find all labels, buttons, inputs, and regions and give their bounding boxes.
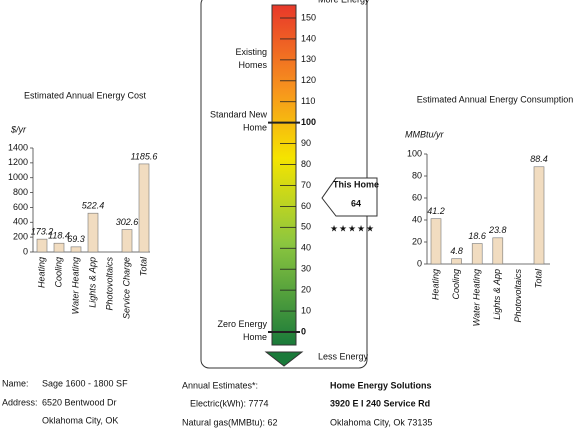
scale-tick-label: 100 — [301, 117, 316, 127]
bar — [471, 243, 483, 265]
data-label: 1185.6 — [131, 151, 158, 161]
estimates-title: Annual Estimates*: — [182, 380, 258, 390]
y-tick-label: 0 — [23, 246, 28, 256]
this-home-callout — [321, 177, 378, 217]
x-tick-label: Photovoltaics — [104, 257, 114, 311]
bar — [430, 218, 442, 265]
y-tick-label: 600 — [13, 202, 28, 212]
name: Sage 1600 - 1800 SF — [42, 378, 128, 388]
this-home-value: 64 — [351, 198, 361, 208]
bar — [121, 229, 133, 253]
rater: Home Energy Solutions — [330, 380, 432, 390]
x-tick-label: Total — [533, 268, 543, 288]
x-tick-label: Water Heating — [472, 269, 482, 326]
x-tick-label: Photovoltaics — [513, 269, 523, 323]
scale-tick-label: 70 — [301, 180, 311, 190]
data-label: 173.2 — [31, 227, 54, 237]
scale-tick-label: 80 — [301, 159, 311, 169]
scale-tick-label: 110 — [301, 96, 315, 106]
data-label: 69.3 — [67, 234, 85, 244]
gas: Natural gas(MMBtu): 62 — [182, 417, 278, 427]
electric: Electric(kWh): 7774 — [190, 398, 269, 408]
y-axis-label: $/yr — [10, 124, 27, 134]
address: 6520 Bentwood Dr — [42, 397, 117, 407]
data-label: 4.8 — [450, 246, 463, 256]
star: ★ — [339, 223, 347, 233]
scale-tick-label: 30 — [301, 264, 311, 274]
y-tick-label: 200 — [13, 232, 28, 242]
y-tick-label: 800 — [13, 187, 28, 197]
bar — [138, 163, 150, 253]
this-home-label: This Home — [333, 179, 379, 189]
info: Name: Sage 1600 - 1800 SF Address: 6520 … — [2, 378, 432, 427]
data-label: 522.4 — [82, 201, 105, 211]
y-tick-label: 0 — [417, 258, 422, 268]
scale-marker-label: Standard New Home — [210, 110, 268, 133]
rater-address: Oklahoma City, Ok 73135 — [330, 417, 432, 427]
chart-title: Estimated Annual Energy Cost — [24, 90, 147, 100]
bar — [53, 242, 65, 253]
scale-tick-label: 120 — [301, 75, 316, 85]
y-tick-label: 20 — [412, 236, 422, 246]
address: Oklahoma City, OK — [42, 415, 118, 425]
y-tick-label: 1400 — [8, 142, 28, 152]
data-label: 118.4 — [48, 231, 70, 241]
down-arrow — [264, 351, 304, 367]
scale-tick-label: 40 — [301, 243, 311, 253]
bottom-label: Less Energy — [318, 351, 369, 361]
scale-tick-label: 10 — [301, 305, 311, 315]
star: ★ — [366, 223, 374, 233]
y-tick-label: 1000 — [8, 172, 28, 182]
data-label: 41.2 — [427, 206, 445, 216]
x-tick-label: Cooling — [451, 269, 461, 300]
y-tick-label: 1200 — [8, 157, 28, 167]
x-tick-label: Lights & App — [87, 257, 97, 308]
bar — [70, 246, 82, 253]
y-tick-label: 100 — [407, 148, 422, 158]
star: ★ — [357, 223, 365, 233]
x-tick-label: Lights & App — [492, 269, 502, 320]
x-tick-label: Total — [138, 256, 148, 276]
bar — [451, 258, 462, 265]
x-tick-label: Heating — [430, 269, 440, 300]
scale-tick-label: 0 — [301, 326, 306, 336]
data-label: 23.8 — [488, 225, 507, 235]
rater-address: 3920 E I 240 Service Rd — [330, 398, 430, 408]
bar — [533, 166, 545, 265]
scale-tick-label: 90 — [301, 138, 311, 148]
y-tick-label: 80 — [412, 170, 422, 180]
data-label: 88.4 — [530, 154, 548, 164]
bar — [87, 212, 99, 253]
scale-tick-label: 150 — [301, 12, 316, 22]
y-tick-label: 400 — [13, 217, 28, 227]
scale-marker-label: Zero Energy Home — [217, 319, 267, 342]
chart-title: Estimated Annual Energy Consumption — [417, 94, 574, 104]
data-label: 302.6 — [116, 217, 139, 227]
scale-tick-label: 140 — [301, 33, 316, 43]
scale-tick-label: 60 — [301, 201, 311, 211]
y-tick-label: 40 — [412, 214, 422, 224]
star: ★ — [330, 223, 338, 233]
x-tick-label: Service Charge — [121, 257, 131, 319]
star: ★ — [348, 223, 356, 233]
address-label: Address: — [2, 397, 38, 407]
scale-tick-label: 130 — [301, 54, 316, 64]
name-label: Name: — [2, 378, 29, 388]
y-tick-label: 60 — [412, 192, 422, 202]
x-tick-label: Cooling — [53, 257, 63, 288]
scale-marker-label: Existing Homes — [235, 47, 267, 70]
x-tick-label: Water Heating — [70, 257, 80, 314]
data-label: 18.6 — [468, 231, 486, 241]
y-axis-label: MMBtu/yr — [405, 129, 445, 139]
scale-tick-label: 50 — [301, 222, 311, 232]
scale-tick-label: 20 — [301, 285, 311, 295]
bar — [36, 238, 48, 253]
x-tick-label: Heating — [36, 257, 46, 288]
bar — [492, 237, 504, 265]
top-label: More Energy — [318, 0, 370, 4]
scale-bar — [271, 4, 297, 346]
